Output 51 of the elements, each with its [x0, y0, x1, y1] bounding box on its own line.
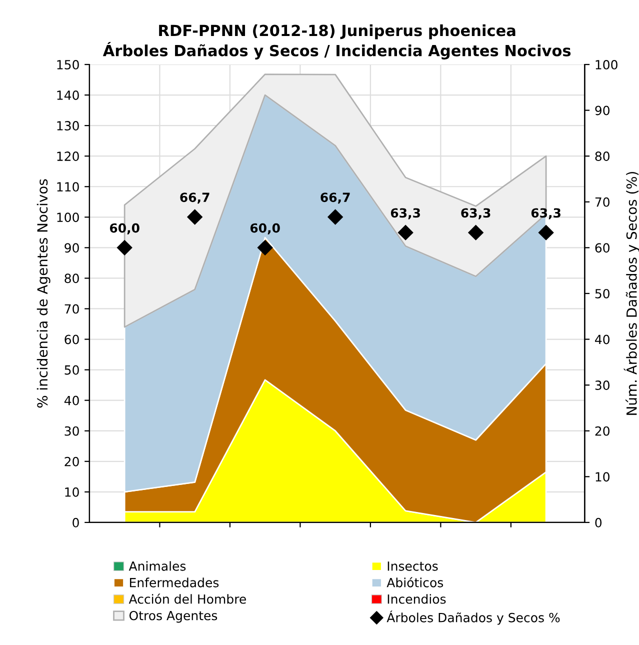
data-label: 63,3: [390, 208, 420, 220]
y-tick-label: 140: [57, 90, 79, 100]
y2-tick-label: 100: [596, 60, 618, 70]
point: [328, 209, 343, 225]
point: [398, 225, 414, 240]
y2-tick-label: 0: [595, 518, 602, 528]
y-tick-label: 90: [64, 243, 79, 253]
point: [538, 225, 554, 240]
y2-tick-label: 70: [595, 197, 610, 207]
data-label: 60,0: [250, 223, 280, 234]
point: [187, 209, 202, 225]
y-tick-label: 20: [64, 456, 79, 466]
y2-tick-label: 30: [595, 380, 610, 390]
legend-label: Abióticos: [386, 577, 444, 588]
chart-title: RDF-PPNN (2012-18) Juniperus phoenicea Árboles Dañados y Secos / Incidencia Agentes Nocivos: [102, 24, 571, 60]
data-label: 63,3: [461, 208, 490, 220]
y-tick-label: 120: [57, 152, 79, 162]
legend-label: Enfermedades: [130, 578, 219, 588]
point: [258, 240, 273, 256]
legend-label: Animales: [128, 561, 186, 571]
y-tick-label: 150: [57, 60, 79, 70]
data-label: 60,0: [110, 223, 140, 234]
point: [468, 225, 484, 240]
legend-label: Incendios: [388, 594, 446, 604]
y-axis-title: % incidencia de Agentes Nocivos: [36, 179, 50, 408]
y2-tick-label: 40: [595, 334, 610, 344]
y-tick-label: 60: [64, 334, 79, 344]
y-tick-label: 80: [64, 274, 79, 284]
y2-tick-label: 80: [595, 152, 610, 162]
y2-tick-label: 50: [595, 288, 610, 298]
y-tick-label: 0: [72, 518, 79, 528]
y-tick-label: 40: [64, 396, 79, 406]
y2-tick-label: 60: [595, 243, 610, 253]
y-tick-label: 30: [64, 426, 79, 436]
legend-label: Otros Agentes: [129, 610, 218, 623]
data-label: 63,3: [531, 208, 560, 220]
y-tick-label: 100: [57, 212, 79, 222]
y-tick-label: 110: [57, 182, 79, 192]
legend-label: Árboles Dañados y Secos %: [386, 610, 560, 625]
legend-label: Insectos: [388, 562, 438, 571]
y-tick-label: 10: [65, 487, 79, 497]
y-tick-label: 70: [64, 304, 79, 314]
data-label: 66,7: [320, 192, 350, 204]
legend-label: Acción del Hombre: [128, 594, 246, 604]
y-tick-label: 130: [57, 121, 79, 130]
y2-tick-label: 20: [595, 426, 610, 436]
data-label: 66,7: [180, 192, 210, 204]
y2-tick-label: 10: [596, 472, 610, 482]
y2-tick-label: 90: [595, 106, 610, 116]
point: [117, 240, 132, 256]
y-tick-label: 50: [64, 365, 79, 375]
